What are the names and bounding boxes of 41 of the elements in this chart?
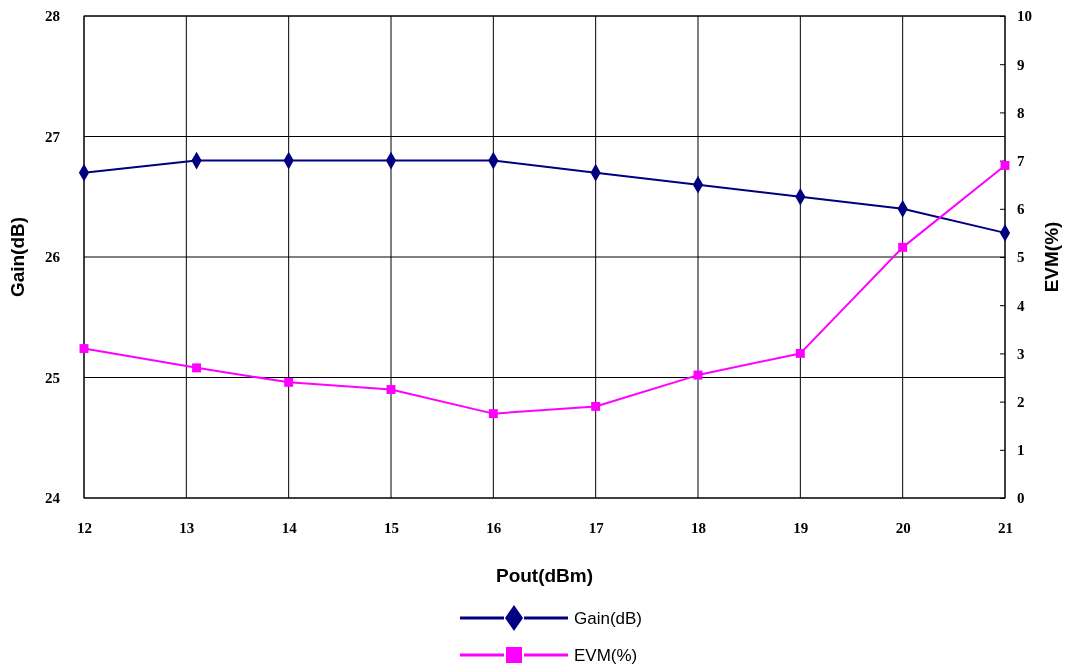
y2-tick-label: 6 <box>1017 201 1025 218</box>
x-tick-label: 19 <box>793 519 809 536</box>
y2-tick-label: 5 <box>1017 249 1025 266</box>
x-tick-label: 17 <box>588 519 605 536</box>
y2-tick-label: 2 <box>1017 393 1025 410</box>
point <box>192 363 202 373</box>
point <box>284 377 294 387</box>
y2-tick-label: 0 <box>1017 490 1025 507</box>
point <box>898 242 908 252</box>
y-tick-label: 26 <box>45 249 61 266</box>
x-tick-label: 20 <box>895 519 911 536</box>
y-tick-label: 27 <box>45 128 61 145</box>
x-axis-title: Pout(dBm) <box>495 565 594 586</box>
x-tick-label: 13 <box>179 519 195 536</box>
y2-tick-label: 3 <box>1017 345 1025 362</box>
point <box>488 409 498 419</box>
y-axis-title: Gain(dB) <box>7 216 28 298</box>
y-tick-label: 25 <box>45 369 60 386</box>
legend-label: EVM(%) <box>574 646 638 665</box>
x-tick-label: 16 <box>486 519 502 536</box>
y2-tick-label: 8 <box>1017 104 1025 121</box>
y-tick-label: 28 <box>45 8 60 25</box>
x-tick-label: 21 <box>998 519 1013 536</box>
y2-tick-label: 10 <box>1017 8 1032 25</box>
x-tick-label: 15 <box>384 519 399 536</box>
point <box>591 401 601 411</box>
point <box>693 370 703 380</box>
y2-tick-label: 4 <box>1017 297 1025 314</box>
x-tick-label: 14 <box>281 519 298 536</box>
x-tick-label: 12 <box>77 519 92 536</box>
y-tick-label: 24 <box>45 490 61 507</box>
y2-tick-label: 9 <box>1017 56 1025 73</box>
point <box>79 344 89 354</box>
point <box>795 348 805 358</box>
point <box>386 385 396 395</box>
y2-tick-label: 1 <box>1017 442 1025 459</box>
y2-axis-title: EVM(%) <box>1041 221 1062 293</box>
x-tick-label: 18 <box>691 519 706 536</box>
point <box>1000 160 1010 170</box>
legend-label: Gain(dB) <box>574 609 643 628</box>
y2-tick-label: 7 <box>1017 152 1025 169</box>
